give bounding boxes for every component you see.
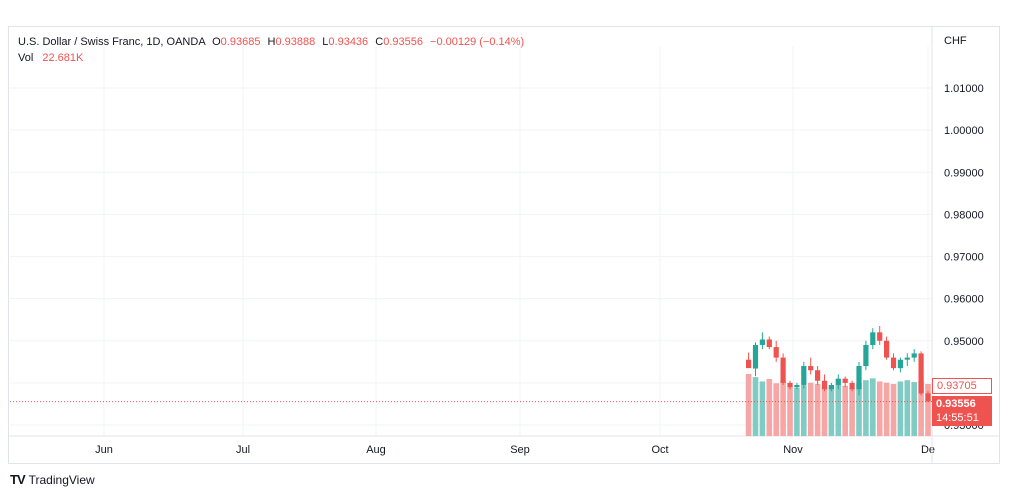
ohlc-row: U.S. Dollar / Swiss Franc, 1D, OANDA O0.…: [18, 34, 524, 50]
volume-bar: [911, 382, 917, 436]
volume-bar: [821, 386, 828, 436]
volume-label: Vol: [18, 52, 34, 64]
volume-bar: [918, 380, 924, 436]
brand-name: TradingView: [28, 472, 95, 487]
candle-body: [828, 384, 834, 390]
chart-frame[interactable]: [8, 26, 1000, 464]
candle-body: [849, 382, 855, 390]
chart-legend: U.S. Dollar / Swiss Franc, 1D, OANDA O0.…: [18, 34, 524, 66]
candle-body: [863, 344, 869, 367]
candle-body: [821, 380, 828, 390]
month-label: Sep: [510, 444, 530, 456]
high-label: H: [267, 36, 276, 48]
close-value: 0.93556: [383, 36, 423, 48]
volume-value: 22.681K: [42, 52, 84, 64]
volume-bar: [890, 383, 897, 436]
price-tick-label: 0.96000: [944, 294, 984, 306]
candle-body: [904, 357, 910, 360]
volume-bar: [759, 381, 766, 436]
volume-bar: [807, 382, 814, 436]
price-tick-label: 0.95000: [944, 336, 984, 348]
candle-body: [918, 353, 924, 394]
price-tick-label: 1.01000: [944, 83, 984, 95]
candle-body: [815, 370, 821, 381]
candle-body: [759, 339, 765, 345]
candle-body: [808, 366, 814, 371]
month-label: Nov: [783, 444, 803, 456]
volume-bar: [925, 383, 931, 436]
volume-bar: [787, 386, 793, 436]
volume-bar: [863, 380, 869, 436]
volume-bar: [752, 377, 759, 436]
candle-body: [897, 359, 903, 369]
volume-bar: [801, 385, 807, 436]
candle-body: [752, 344, 759, 369]
volume-bar: [794, 387, 800, 436]
candle-body: [746, 359, 752, 369]
volume-bar: [814, 383, 821, 436]
month-label: Jul: [236, 444, 250, 456]
volume-bar: [842, 385, 848, 436]
low-value: 0.93436: [328, 36, 369, 48]
low-label: L: [322, 36, 329, 48]
volume-row: Vol 22.681K: [18, 50, 524, 66]
price-tick-label: 1.00000: [944, 125, 984, 137]
currency-label: CHF: [944, 35, 967, 47]
candle-body: [835, 378, 841, 385]
price-tick-label: 0.99000: [944, 167, 984, 179]
month-label: Jun: [95, 444, 113, 456]
prev-close-value: 0.93705: [937, 380, 977, 392]
last-price-tag: 0.93556 14:55:51: [932, 396, 992, 426]
candle-body: [787, 382, 793, 388]
volume-bar: [904, 380, 911, 436]
month-label: De: [921, 444, 935, 456]
volume-bar: [883, 382, 890, 436]
volume-bar: [876, 381, 883, 436]
price-tick-label: 0.97000: [944, 252, 984, 264]
tradingview-logo-icon: TV: [10, 472, 26, 487]
volume-bar: [856, 383, 862, 436]
volume-bar: [780, 380, 786, 436]
candle-body: [794, 384, 800, 388]
volume-bar: [897, 381, 904, 436]
month-label: Oct: [651, 444, 668, 456]
volume-bar: [773, 383, 779, 436]
close-label: C: [375, 36, 384, 48]
volume-bar: [766, 378, 773, 436]
candle-body: [766, 339, 772, 348]
candle-body: [925, 393, 931, 402]
candle-body: [890, 357, 897, 369]
high-value: 0.93888: [275, 36, 316, 48]
candle-body: [877, 332, 883, 341]
countdown-value: 14:55:51: [936, 412, 979, 424]
candle-body: [884, 340, 890, 358]
prev-close-tag: 0.93705: [932, 378, 992, 394]
candle-body: [801, 366, 807, 385]
last-price-value: 0.93556: [936, 398, 976, 410]
month-label: Aug: [366, 444, 386, 456]
open-label: O: [212, 36, 221, 48]
candle-body: [911, 353, 917, 358]
candle-body: [856, 366, 862, 390]
candle-body: [842, 378, 848, 383]
change-value: −0.00129 (−0.14%): [430, 36, 525, 48]
candle-body: [870, 332, 876, 345]
open-value: 0.93685: [220, 36, 261, 48]
volume-bar: [849, 388, 855, 436]
volume-bar: [828, 387, 835, 436]
candle-body: [773, 347, 779, 358]
symbol-title[interactable]: U.S. Dollar / Swiss Franc, 1D, OANDA: [18, 36, 206, 48]
volume-bar: [745, 374, 752, 436]
candle-body: [780, 357, 786, 383]
volume-bar: [835, 384, 842, 436]
volume-bar: [870, 378, 876, 436]
price-tick-label: 0.98000: [944, 209, 984, 221]
tradingview-brand[interactable]: TV TradingView: [10, 472, 95, 487]
